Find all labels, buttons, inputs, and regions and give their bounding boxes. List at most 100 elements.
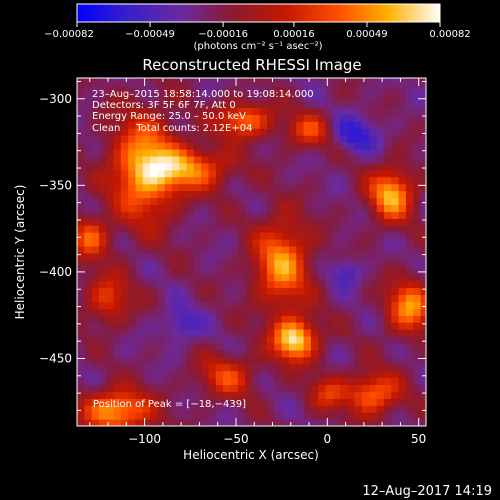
heatmap-cell xyxy=(369,142,378,150)
heatmap-cell xyxy=(288,155,297,164)
heatmap-cell xyxy=(259,107,268,115)
heatmap-cell xyxy=(106,322,115,330)
heatmap-cell xyxy=(208,273,217,282)
heatmap-cell xyxy=(340,280,349,289)
heatmap-cell xyxy=(208,107,217,115)
heatmap-cell xyxy=(113,100,122,109)
heatmap-cell xyxy=(252,315,261,323)
heatmap-cell xyxy=(281,391,290,399)
heatmap-cell xyxy=(215,273,224,282)
heatmap-cell xyxy=(332,78,341,81)
heatmap-cell xyxy=(237,197,246,205)
heatmap-cell xyxy=(135,169,144,178)
heatmap-cell xyxy=(128,377,137,386)
heatmap-cell xyxy=(150,377,158,386)
heatmap-cell xyxy=(383,211,392,219)
heatmap-cell xyxy=(172,273,180,282)
heatmap-cell xyxy=(383,322,392,330)
heatmap-cell xyxy=(383,114,392,122)
heatmap-cell xyxy=(223,412,232,420)
heatmap-cell xyxy=(413,335,422,344)
heatmap-cell xyxy=(193,363,202,372)
heatmap-cell xyxy=(362,100,370,109)
heatmap-cell xyxy=(245,190,254,199)
heatmap-cell xyxy=(274,315,283,323)
heatmap-cell xyxy=(98,183,107,192)
heatmap-cell xyxy=(128,232,137,240)
heatmap-cell xyxy=(135,370,144,379)
heatmap-cell xyxy=(193,405,202,413)
heatmap-cell xyxy=(303,377,312,386)
heatmap-cell xyxy=(230,79,239,88)
heatmap-cell xyxy=(347,384,356,392)
heatmap-cell xyxy=(362,204,370,212)
heatmap-cell xyxy=(376,335,385,344)
heatmap-cell xyxy=(208,114,217,122)
heatmap-cell xyxy=(310,363,319,372)
y-tick-label: −400 xyxy=(39,265,72,279)
heatmap-cell xyxy=(267,135,275,143)
heatmap-cell xyxy=(84,391,93,399)
heatmap-cell xyxy=(164,287,173,296)
heatmap-cell xyxy=(77,356,85,365)
heatmap-cell xyxy=(245,419,254,426)
heatmap-cell xyxy=(120,169,129,178)
heatmap-cell xyxy=(201,329,210,337)
heatmap-cell xyxy=(84,121,93,129)
heatmap-cell xyxy=(259,121,268,129)
heatmap-cell xyxy=(150,356,158,365)
heatmap-cell xyxy=(128,391,137,399)
heatmap-cell xyxy=(340,405,349,413)
heatmap-cell xyxy=(135,245,144,254)
heatmap-cell xyxy=(296,190,305,199)
heatmap-cell xyxy=(332,93,341,102)
heatmap-cell xyxy=(391,169,400,178)
heatmap-cell xyxy=(281,183,290,192)
heatmap-cell xyxy=(77,315,85,323)
heatmap-cell xyxy=(193,391,202,399)
heatmap-cell xyxy=(98,391,107,399)
heatmap-cell xyxy=(201,232,210,240)
heatmap-cell xyxy=(186,79,195,88)
heatmap-cell xyxy=(245,349,254,358)
heatmap-cell xyxy=(84,245,93,254)
heatmap-cell xyxy=(120,78,129,81)
heatmap-cell xyxy=(296,218,305,226)
heatmap-cell xyxy=(274,405,283,413)
heatmap-cell xyxy=(391,197,400,205)
heatmap-cell xyxy=(405,384,414,392)
heatmap-cell xyxy=(215,225,224,233)
heatmap-cell xyxy=(98,294,107,302)
heatmap-cell xyxy=(310,266,319,275)
heatmap-cell xyxy=(230,100,239,109)
heatmap-cell xyxy=(98,78,107,81)
heatmap-cell xyxy=(325,370,334,379)
heatmap-cell xyxy=(347,148,356,157)
heatmap-cell xyxy=(106,197,115,205)
heatmap-cell xyxy=(135,162,144,171)
heatmap-cell xyxy=(259,356,268,365)
heatmap-cell xyxy=(369,335,378,344)
heatmap-cell xyxy=(84,363,93,372)
heatmap-cell xyxy=(142,419,151,426)
heatmap-cell xyxy=(413,356,422,365)
heatmap-cell xyxy=(259,128,268,136)
heatmap-cell xyxy=(120,335,129,344)
heatmap-cell xyxy=(98,370,107,379)
heatmap-cell xyxy=(128,315,137,323)
heatmap-cell xyxy=(98,86,107,95)
heatmap-cell xyxy=(120,301,129,309)
heatmap-cell xyxy=(288,252,297,261)
heatmap-cell xyxy=(223,183,232,192)
heatmap-cell xyxy=(267,301,275,309)
heatmap-cell xyxy=(215,329,224,337)
heatmap-cell xyxy=(245,315,254,323)
heatmap-cell xyxy=(201,197,210,205)
heatmap-cell xyxy=(369,405,378,413)
heatmap-cell xyxy=(354,211,363,219)
heatmap-cell xyxy=(164,176,173,185)
heatmap-cell xyxy=(310,391,319,399)
heatmap-cell xyxy=(77,391,85,399)
heatmap-cell xyxy=(135,148,144,157)
heatmap-cell xyxy=(267,190,275,199)
